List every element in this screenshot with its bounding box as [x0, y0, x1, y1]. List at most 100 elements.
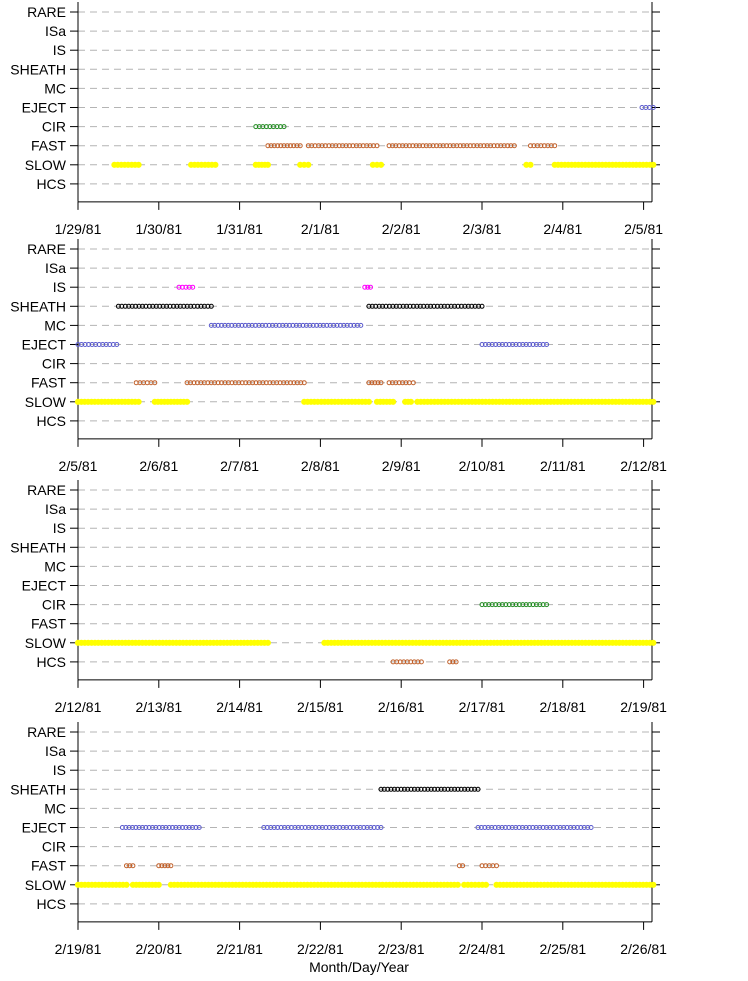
data-point	[516, 342, 522, 347]
data-point	[366, 380, 372, 386]
series-mc	[208, 322, 364, 328]
data-point	[135, 161, 142, 168]
data-point	[333, 143, 339, 149]
data-point	[166, 825, 172, 830]
chart-panel-3: RARE ISa IS SHEATH MC EJECT CIR FAST SLOW HCS 2/12…	[10, 480, 667, 715]
data-point	[331, 322, 337, 328]
x-axis-title: Month/Day/Year	[309, 959, 409, 975]
data-point	[300, 322, 306, 328]
data-point	[126, 825, 132, 830]
data-point	[354, 322, 360, 328]
data-point	[124, 863, 129, 869]
y-tick-label: MC	[44, 80, 66, 96]
data-point	[133, 303, 139, 309]
data-point	[510, 602, 516, 608]
data-point	[354, 825, 360, 830]
data-point	[511, 143, 517, 149]
data-point	[229, 322, 235, 328]
data-point	[574, 825, 580, 830]
y-tick-label: ISa	[45, 23, 66, 39]
data-point	[650, 881, 657, 888]
data-point	[256, 322, 262, 328]
data-point	[343, 143, 349, 149]
series-eject	[639, 105, 656, 110]
data-point	[273, 322, 279, 328]
series-eject	[119, 825, 594, 830]
data-point	[478, 825, 484, 830]
data-point	[506, 825, 512, 830]
data-point	[428, 786, 434, 792]
data-point	[146, 825, 152, 830]
data-point	[585, 825, 591, 830]
data-point	[281, 143, 287, 149]
data-point	[417, 303, 423, 309]
data-point	[239, 322, 245, 328]
data-point	[229, 380, 235, 386]
data-point	[367, 143, 373, 149]
data-point	[544, 825, 549, 830]
data-point	[588, 825, 594, 830]
x-tick-label: 2/18/81	[539, 699, 586, 715]
data-point	[340, 825, 346, 830]
x-tick-label: 1/31/81	[216, 221, 263, 237]
data-point	[165, 863, 171, 869]
x-tick-label: 2/8/81	[301, 458, 340, 474]
data-point	[309, 143, 315, 149]
data-point	[464, 143, 470, 149]
data-point	[537, 602, 543, 608]
data-point	[505, 143, 511, 149]
data-point	[361, 825, 367, 830]
x-tick-label: 2/9/81	[382, 458, 421, 474]
data-point	[320, 322, 326, 328]
data-point	[520, 602, 526, 608]
x-tick-label: 2/3/81	[463, 221, 502, 237]
data-point	[259, 322, 265, 328]
y-tick-label: SHEATH	[10, 781, 66, 797]
x-tick-label: 2/7/81	[220, 458, 259, 474]
data-point	[377, 161, 385, 168]
data-point	[431, 303, 437, 309]
data-point	[452, 786, 458, 792]
data-point	[410, 143, 416, 149]
data-point	[305, 161, 312, 168]
data-point	[430, 143, 436, 149]
data-point	[316, 143, 322, 149]
data-point	[271, 825, 277, 830]
data-point	[503, 342, 509, 347]
data-point	[291, 380, 297, 386]
data-point	[390, 398, 397, 405]
data-point	[310, 322, 316, 328]
data-point	[404, 303, 410, 309]
data-point	[441, 303, 447, 309]
data-point	[499, 602, 505, 608]
data-point	[222, 322, 228, 328]
data-point	[381, 786, 387, 792]
data-point	[482, 342, 488, 347]
data-point	[403, 380, 409, 386]
data-point	[268, 143, 274, 149]
x-tick-label: 2/5/81	[59, 458, 98, 474]
data-point	[393, 380, 399, 386]
data-point	[344, 322, 350, 328]
data-point	[130, 863, 136, 869]
data-point	[372, 380, 378, 386]
data-point	[293, 322, 299, 328]
data-point	[264, 161, 271, 168]
data-point	[447, 143, 453, 149]
data-point	[496, 342, 502, 347]
data-point	[550, 825, 556, 830]
data-point	[129, 303, 135, 309]
data-point	[418, 659, 424, 665]
series-fast	[124, 863, 499, 869]
data-point	[411, 786, 417, 792]
x-tick-label: 2/24/81	[459, 941, 506, 957]
data-point	[163, 825, 169, 830]
data-point	[127, 863, 133, 869]
data-point	[479, 342, 485, 347]
data-point	[396, 143, 402, 149]
data-point	[400, 143, 406, 149]
data-point	[249, 322, 255, 328]
data-point	[476, 303, 482, 309]
data-point	[413, 143, 419, 149]
data-point	[316, 825, 322, 830]
